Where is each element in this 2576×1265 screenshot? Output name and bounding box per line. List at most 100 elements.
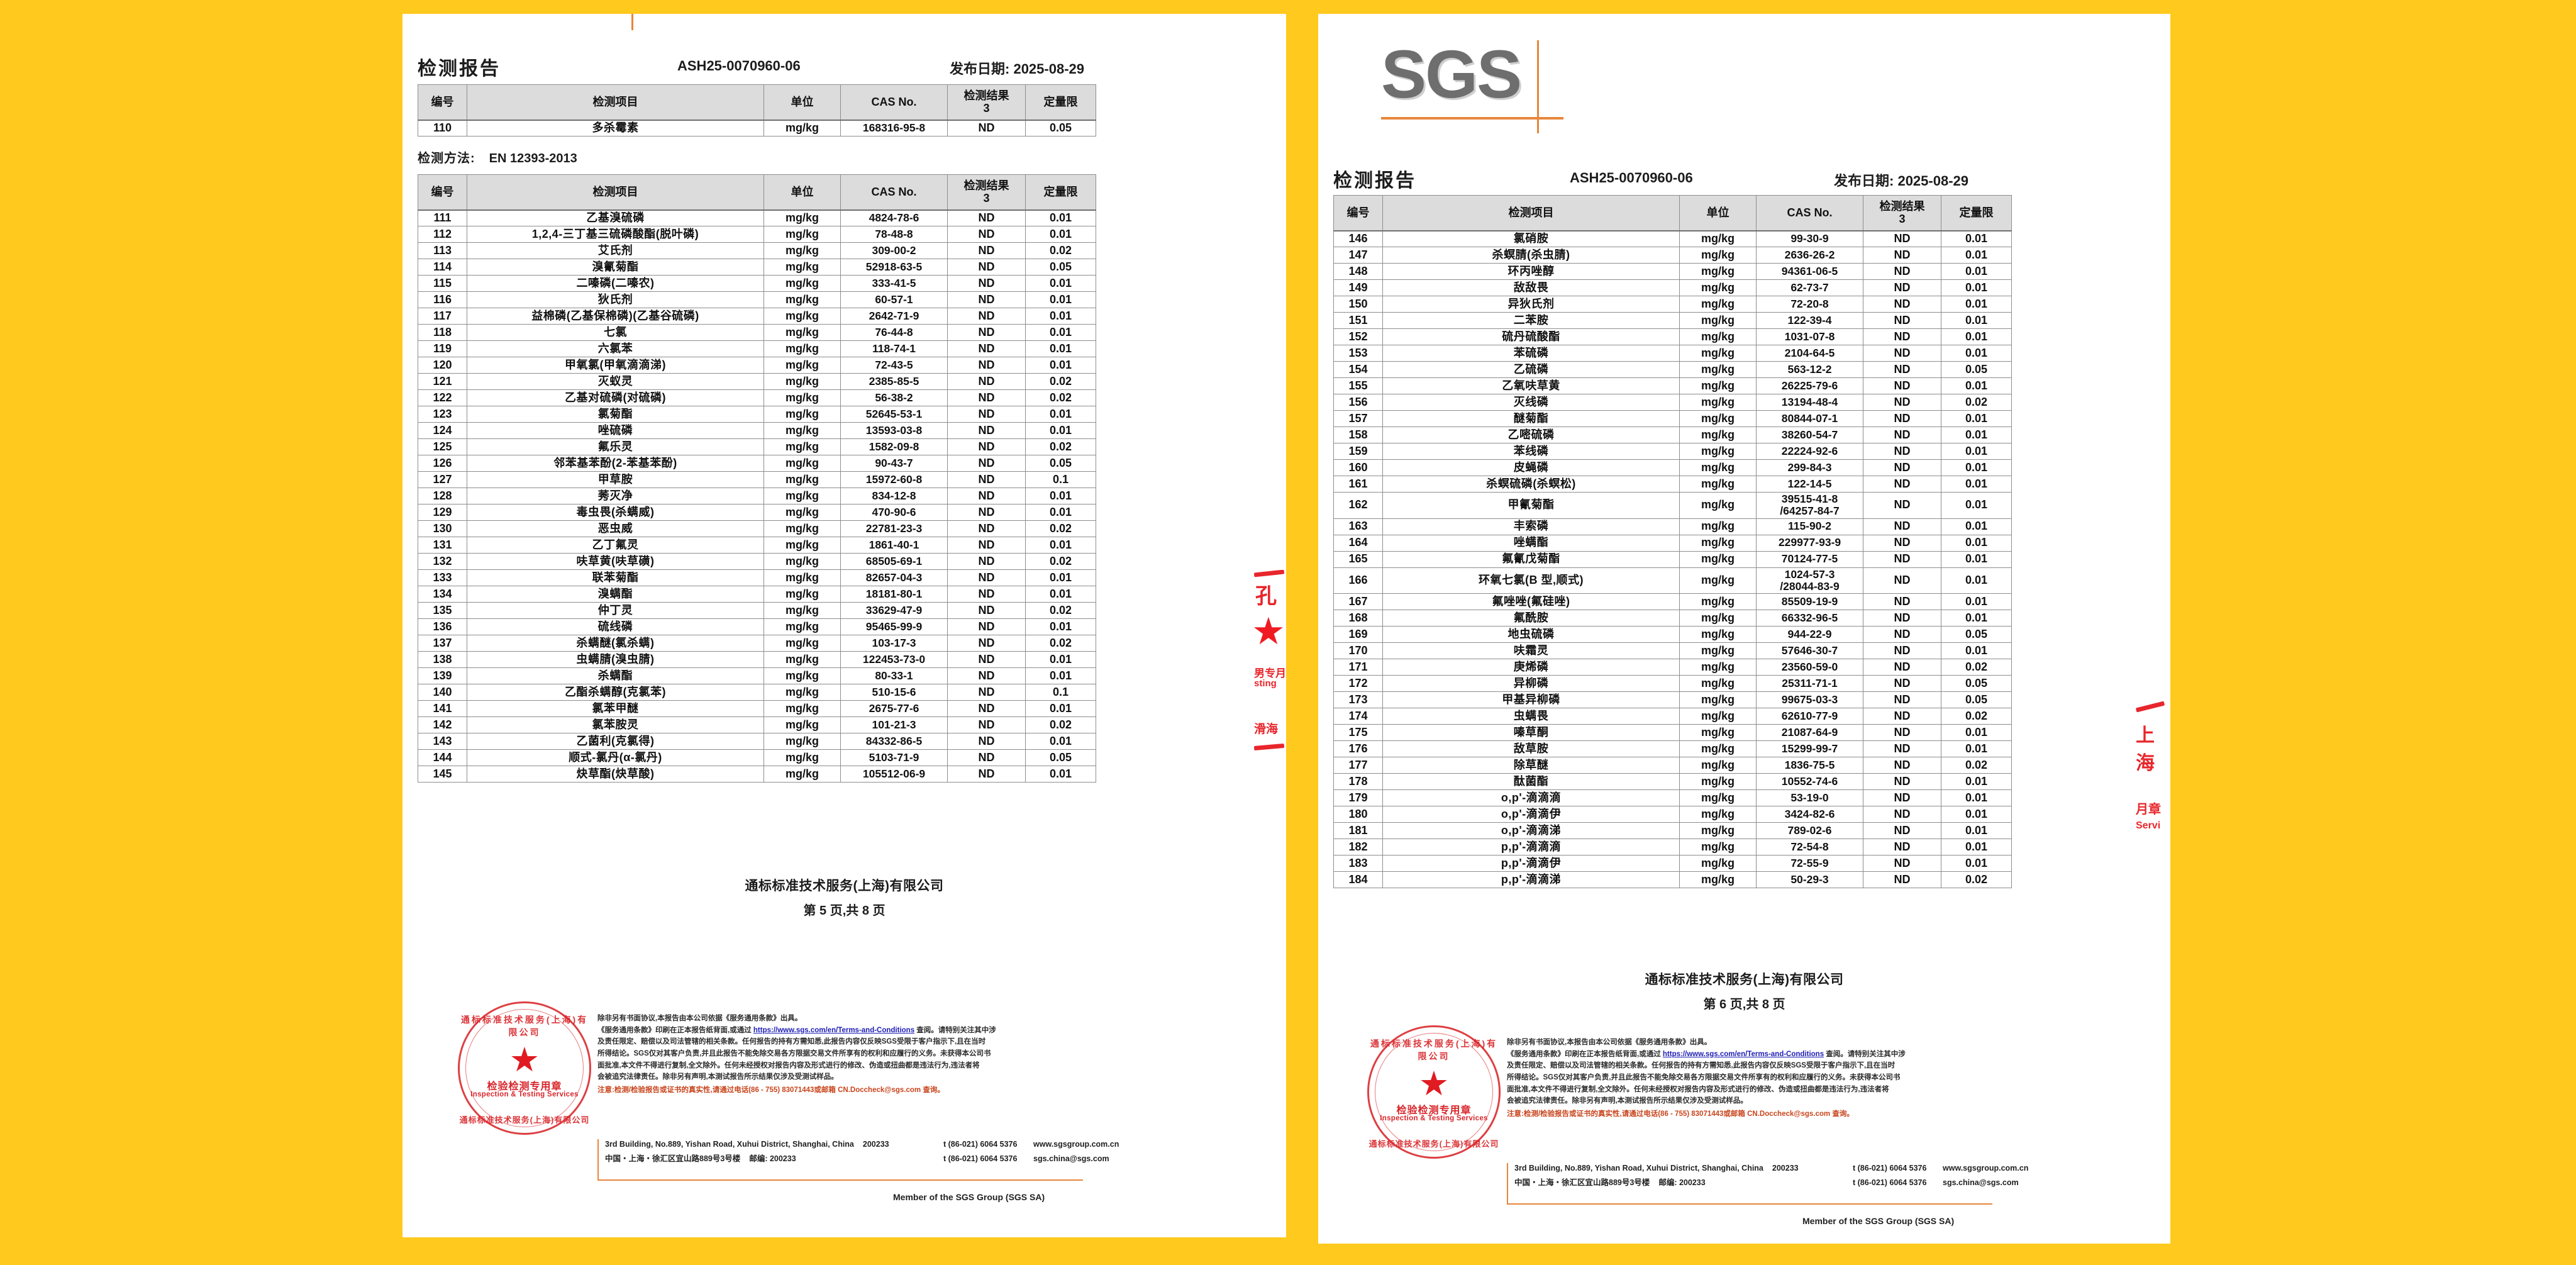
table-row: 180 o,p'-滴滴伊 mg/kg 3424-82-6 ND 0.01	[1333, 806, 2012, 823]
cell-lod: 0.01	[1025, 226, 1096, 243]
cell-unit: mg/kg	[1679, 773, 1757, 790]
cell-result: ND	[947, 520, 1026, 537]
seal-arc-top-text: 通标标准技术服务(上海)有限公司	[460, 1015, 589, 1038]
cell-unit: mg/kg	[763, 373, 841, 390]
cell-cas: 101-21-3	[840, 716, 948, 733]
address-tick-right	[1507, 1163, 1508, 1204]
cell-unit: mg/kg	[1679, 659, 1757, 676]
cell-item: p,p'-滴滴涕	[1382, 871, 1680, 888]
cell-unit: mg/kg	[763, 766, 841, 783]
cell-no: 119	[418, 340, 467, 357]
cell-cas: 5103-71-9	[840, 749, 948, 766]
cell-cas: 21087-64-9	[1756, 724, 1863, 741]
cell-result: ND	[1863, 724, 1941, 741]
cell-cas: 72-43-5	[840, 357, 948, 374]
cell-lod: 0.01	[1025, 308, 1096, 325]
cell-result: ND	[947, 553, 1026, 570]
table-row: 157 醚菊酯 mg/kg 80844-07-1 ND 0.01	[1333, 410, 2012, 427]
cell-cas: 13194-48-4	[1756, 394, 1863, 411]
table-row: 171 庚烯磷 mg/kg 23560-59-0 ND 0.02	[1333, 659, 2012, 676]
cell-cas: 57646-30-7	[1756, 642, 1863, 659]
cell-result: ND	[947, 373, 1026, 390]
table-row: 133 联苯菊酯 mg/kg 82657-04-3 ND 0.01	[418, 569, 1096, 586]
cell-item: 醚菊酯	[1382, 410, 1680, 427]
cell-unit: mg/kg	[763, 716, 841, 733]
cell-lod: 0.01	[1025, 537, 1096, 554]
cell-no: 169	[1333, 626, 1383, 643]
cell-item: 莠灭净	[467, 488, 764, 504]
cell-result: ND	[1863, 773, 1941, 790]
cell-lod: 0.01	[1941, 724, 2012, 741]
terms-and-conditions-link[interactable]: https://www.sgs.com/en/Terms-and-Conditi…	[1662, 1050, 1824, 1058]
cell-result: ND	[947, 406, 1026, 423]
cell-lod: 0.02	[1025, 553, 1096, 570]
seal-edge-bar	[2136, 701, 2165, 713]
cell-lod: 0.05	[1941, 691, 2012, 708]
cell-result: ND	[1863, 740, 1941, 757]
phone-block-right: t (86-021) 6064 5376 t (86-021) 6064 537…	[1853, 1161, 1926, 1190]
cell-result: ND	[1863, 476, 1941, 493]
cell-lod: 0.01	[1025, 291, 1096, 308]
cell-lod: 0.1	[1025, 684, 1096, 701]
cell-no: 160	[1333, 459, 1383, 476]
cell-item: 溴螨酯	[467, 586, 764, 603]
cell-cas: 122453-73-0	[840, 651, 948, 668]
cell-unit: mg/kg	[763, 520, 841, 537]
cell-unit: mg/kg	[1679, 312, 1757, 329]
cell-cas: 1836-75-5	[1756, 757, 1863, 774]
website-left[interactable]: www.sgsgroup.com.cn	[1033, 1140, 1119, 1149]
cell-lod: 0.01	[1025, 275, 1096, 292]
website-right[interactable]: www.sgsgroup.com.cn	[1943, 1164, 2029, 1173]
terms-and-conditions-link[interactable]: https://www.sgs.com/en/Terms-and-Conditi…	[753, 1026, 915, 1034]
cell-no: 121	[418, 373, 467, 390]
table-row: 137 杀螨醚(氯杀螨) mg/kg 103-17-3 ND 0.02	[418, 635, 1096, 652]
cell-unit: mg/kg	[1679, 626, 1757, 643]
cell-unit: mg/kg	[1679, 708, 1757, 725]
cell-no: 112	[418, 226, 467, 243]
email-left[interactable]: sgs.china@sgs.com	[1033, 1154, 1109, 1164]
cell-cas: 25311-71-1	[1756, 675, 1863, 692]
cell-unit: mg/kg	[763, 733, 841, 750]
cell-item: 1,2,4-三丁基三硫磷酸酯(脱叶磷)	[467, 226, 764, 243]
cell-unit: mg/kg	[763, 357, 841, 374]
seal-arc-bottom-text: 通标标准技术服务(上海)有限公司	[459, 1115, 590, 1125]
cell-no: 138	[418, 651, 467, 668]
cell-cas: 103-17-3	[840, 635, 948, 652]
cell-result: ND	[947, 749, 1026, 766]
cell-cas: 85509-19-9	[1756, 593, 1863, 610]
table-row: 173 甲基异柳磷 mg/kg 99675-03-3 ND 0.05	[1333, 691, 2012, 708]
cell-lod: 0.01	[1025, 651, 1096, 668]
cell-cas: 18181-80-1	[840, 586, 948, 603]
cell-lod: 0.02	[1025, 716, 1096, 733]
cell-lod: 0.01	[1941, 312, 2012, 329]
cell-item: 氯菊酯	[467, 406, 764, 423]
cell-lod: 0.02	[1025, 520, 1096, 537]
footer-rule-left	[597, 1179, 1083, 1181]
cell-unit: mg/kg	[1679, 426, 1757, 443]
member-of-sgs-group-left: Member of the SGS Group (SGS SA)	[893, 1192, 1045, 1202]
cell-item: 嗪草酮	[1382, 724, 1680, 741]
cell-cas: 80844-07-1	[1756, 410, 1863, 427]
table-row: 123 氯菊酯 mg/kg 52645-53-1 ND 0.01	[418, 406, 1096, 423]
cell-item: 二苯胺	[1382, 312, 1680, 329]
cell-item: 二嗪磷(二嗪农)	[467, 275, 764, 292]
cell-no: 159	[1333, 443, 1383, 460]
cell-cas: 39515-41-8/64257-84-7	[1756, 492, 1863, 519]
page-footer-right: 通标标准技术服务(上海)有限公司 第 6 页,共 8 页	[1318, 969, 2170, 1012]
cell-lod: 0.01	[1941, 550, 2012, 568]
cell-cas: 99-30-9	[1756, 230, 1863, 247]
cell-unit: mg/kg	[763, 209, 841, 226]
cell-item: 灭蚁灵	[467, 373, 764, 390]
email-right[interactable]: sgs.china@sgs.com	[1943, 1178, 2019, 1188]
cell-item: 艾氏剂	[467, 242, 764, 259]
seal-partial-glyph-1: 孔	[1255, 584, 1277, 608]
cell-no: 115	[418, 275, 467, 292]
report-page-6: SGS 检测报告 ASH25-0070960-06 发布日期: 2025-08-…	[1318, 14, 2170, 1244]
cell-lod: 0.01	[1941, 410, 2012, 427]
table-row: 132 呋草黄(呋草磺) mg/kg 68505-69-1 ND 0.02	[418, 553, 1096, 570]
inspection-seal-right: 通标标准技术服务(上海)有限公司 ★ 检验检测专用章 Inspection & …	[1367, 1025, 1501, 1159]
cell-unit: mg/kg	[1679, 230, 1757, 247]
cell-item: 杀螨醚(氯杀螨)	[467, 635, 764, 652]
cell-no: 178	[1333, 773, 1383, 790]
cell-result: ND	[947, 275, 1026, 292]
